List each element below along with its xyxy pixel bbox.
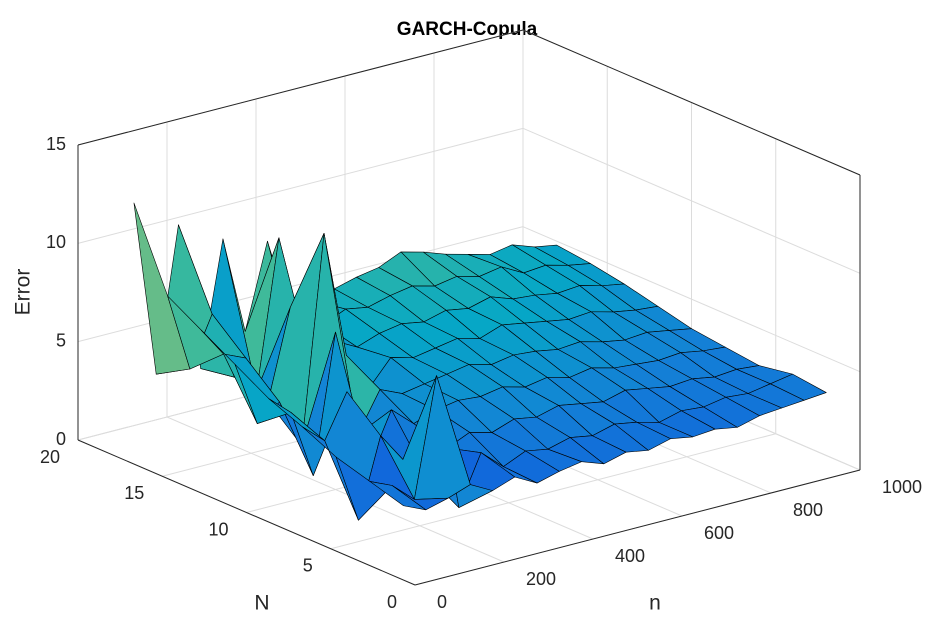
chart-title: GARCH-Copula bbox=[397, 19, 538, 40]
grid-line bbox=[77, 127, 524, 244]
y-tick-label: 10 bbox=[208, 519, 228, 539]
z-tick-label: 0 bbox=[56, 429, 66, 449]
x-tick-label: 0 bbox=[437, 592, 447, 612]
x-tick-label: 200 bbox=[526, 569, 556, 589]
x-axis-label: n bbox=[649, 592, 661, 615]
surface-face bbox=[369, 481, 427, 511]
z-tick-label: 15 bbox=[46, 134, 66, 154]
grid-line bbox=[522, 127, 861, 274]
y-tick-label: 5 bbox=[303, 556, 313, 576]
x-tick-label: 600 bbox=[704, 523, 734, 543]
grid-line bbox=[330, 433, 776, 550]
axis-line bbox=[77, 439, 416, 586]
axis-line bbox=[414, 469, 861, 586]
box-line bbox=[77, 29, 524, 146]
grid-line bbox=[522, 226, 861, 373]
y-tick-label: 20 bbox=[40, 447, 60, 467]
y-tick-label: 0 bbox=[387, 592, 397, 612]
z-axis-label: Error bbox=[12, 269, 35, 316]
box-line bbox=[522, 29, 861, 176]
y-axis-label: N bbox=[254, 592, 269, 615]
x-tick-label: 1000 bbox=[882, 477, 922, 497]
z-tick-label: 5 bbox=[56, 330, 66, 350]
x-tick-label: 400 bbox=[615, 546, 645, 566]
x-tick-label: 800 bbox=[793, 500, 823, 520]
z-tick-label: 10 bbox=[46, 232, 66, 252]
y-tick-label: 15 bbox=[124, 483, 144, 503]
